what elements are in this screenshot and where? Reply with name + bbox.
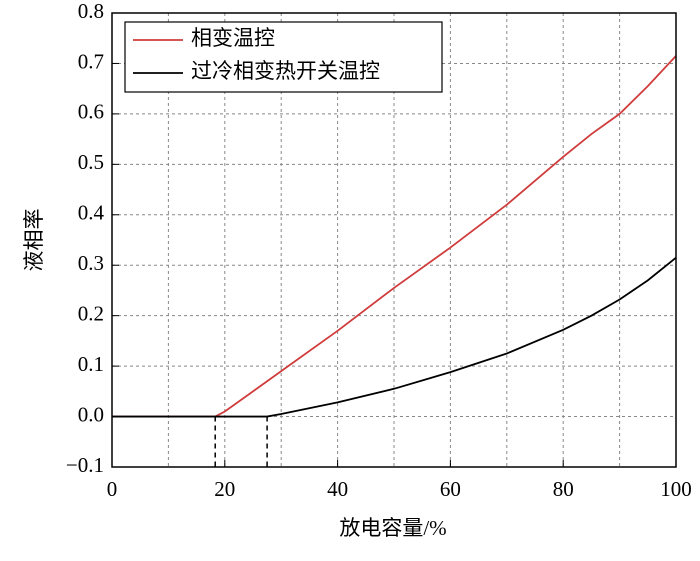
y-tick-label: 0.7 <box>78 49 104 73</box>
series-line <box>112 55 677 418</box>
series-line <box>112 256 677 418</box>
y-tick-label: 0.5 <box>78 150 104 174</box>
y-tick-label: 0.1 <box>78 352 104 376</box>
legend-label: 相变温控 <box>191 26 275 50</box>
legend-box <box>124 21 443 93</box>
x-tick-label: 100 <box>660 477 692 501</box>
y-tick-label: 0.8 <box>78 0 104 23</box>
y-tick-label: −0.1 <box>66 453 104 477</box>
legend-label: 过冷相变热开关温控 <box>191 59 380 83</box>
x-tick-label: 40 <box>327 477 348 501</box>
y-tick-label: 0.3 <box>78 251 104 275</box>
x-tick-label: 20 <box>214 477 235 501</box>
y-axis-label: 液相率 <box>22 209 46 272</box>
x-tick-label: 60 <box>440 477 461 501</box>
x-tick-label: 0 <box>107 477 118 501</box>
x-tick-label: 80 <box>553 477 574 501</box>
y-tick-label: 0.0 <box>78 402 104 426</box>
plot-frame <box>111 12 677 468</box>
y-tick-label: 0.6 <box>78 100 104 124</box>
y-tick-label: 0.4 <box>78 201 105 225</box>
y-tick-label: 0.2 <box>78 301 104 325</box>
x-axis-label: 放电容量/% <box>339 516 446 540</box>
